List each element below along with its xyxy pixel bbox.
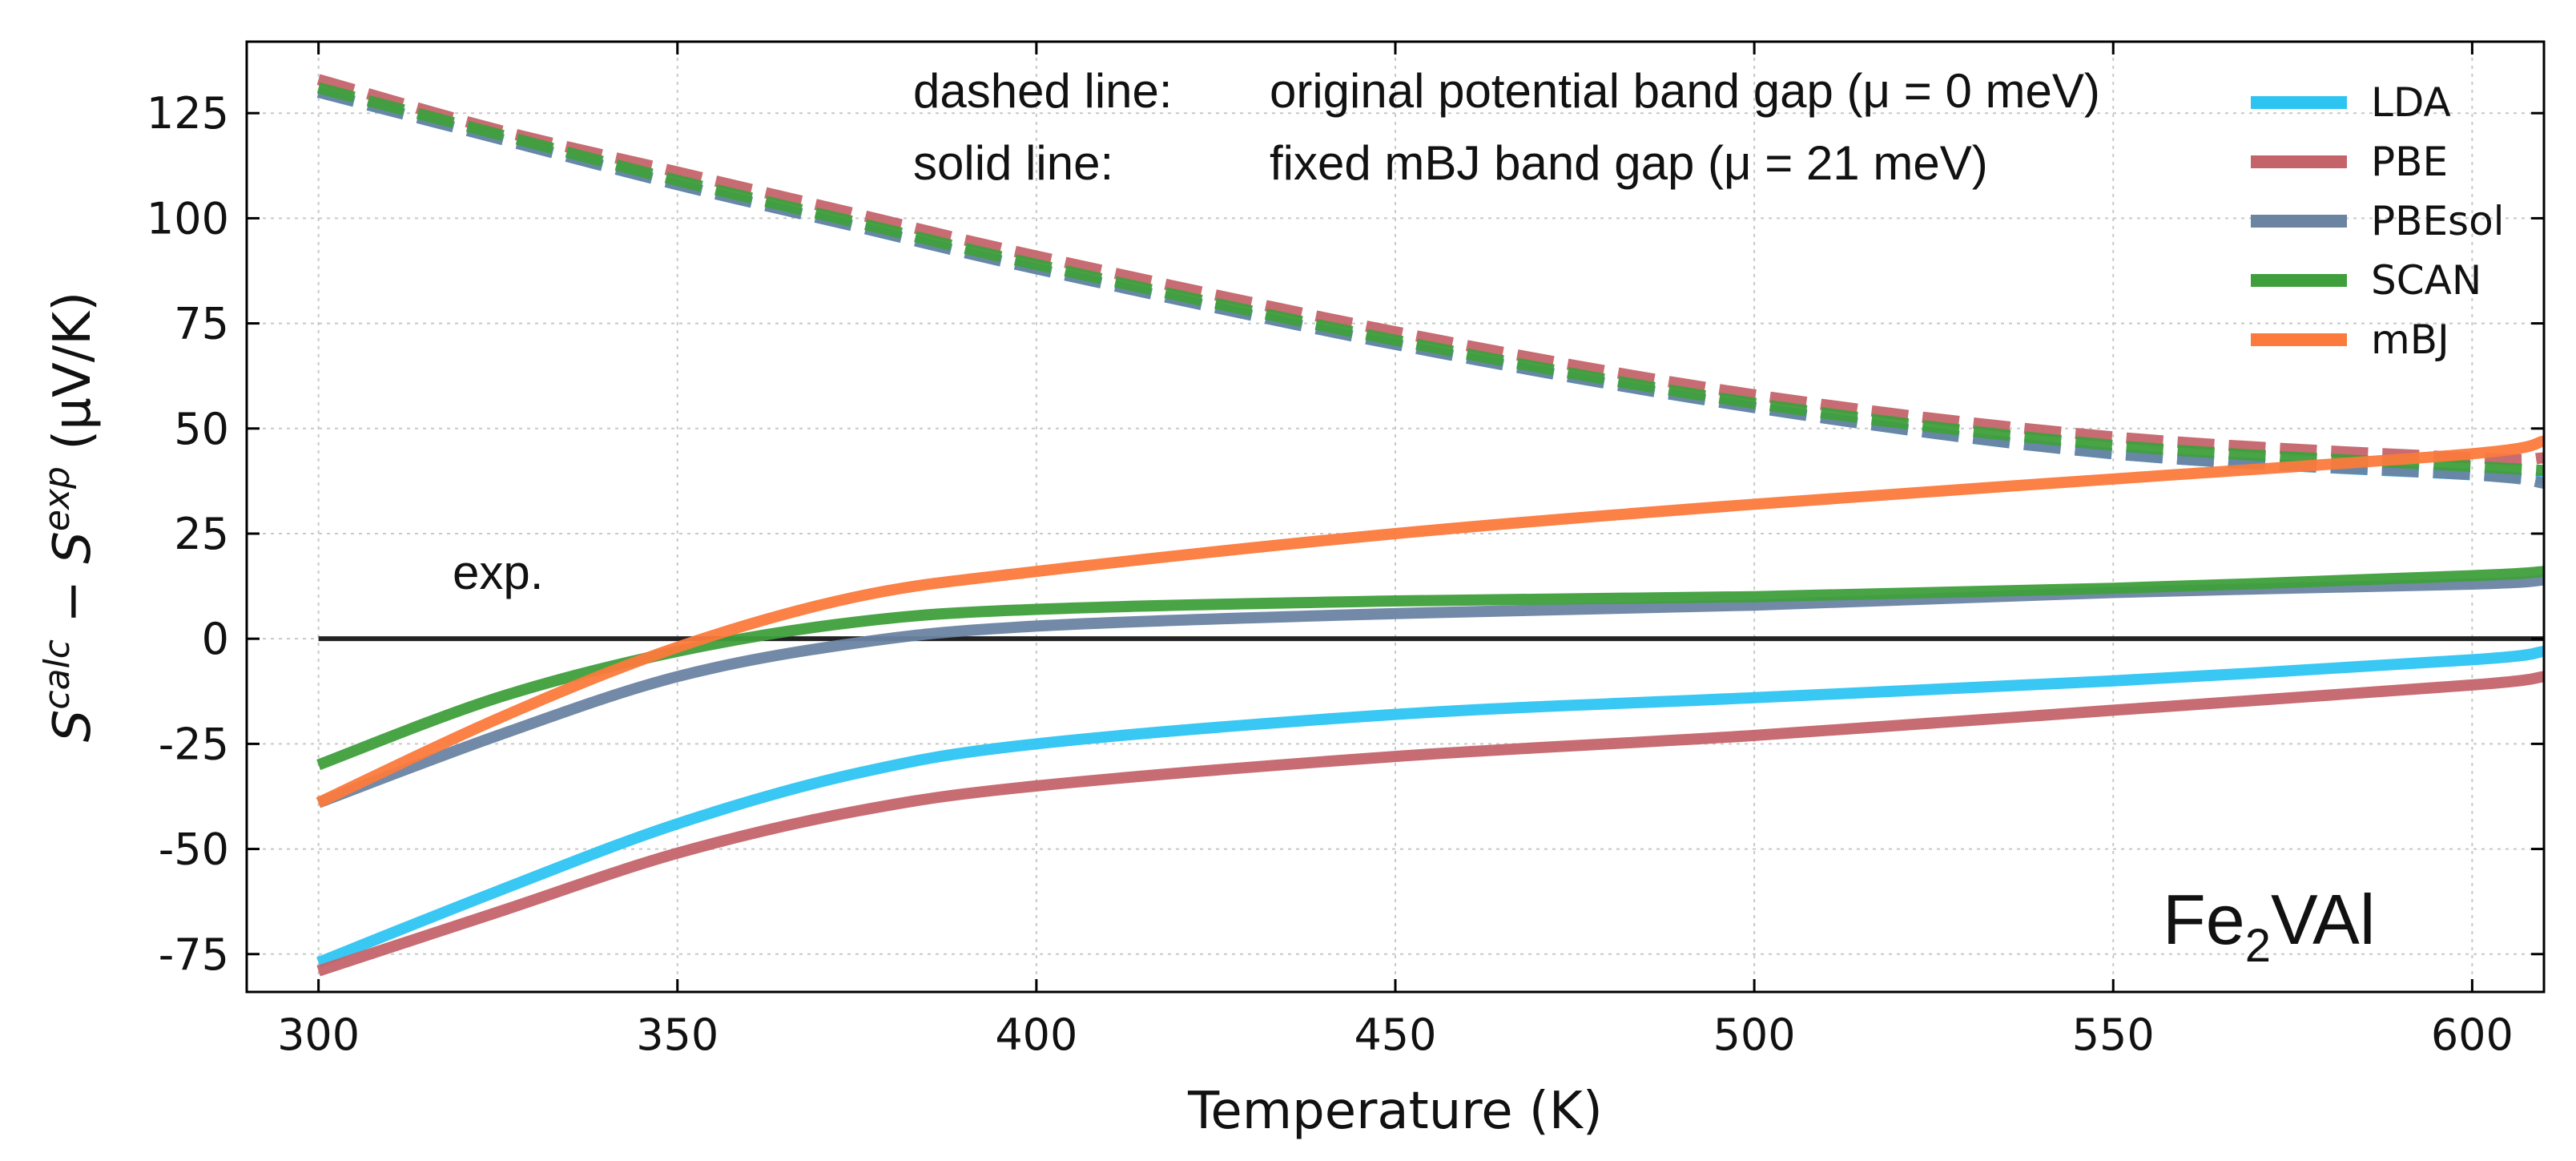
compound-label: Fe2VAl	[2163, 880, 2375, 972]
series-line-pbe	[316, 671, 2545, 977]
y-tick-label: 75	[174, 299, 229, 349]
y-title-s1: S	[43, 710, 103, 743]
series-line-lda	[316, 645, 2545, 968]
y-tick-label: -50	[159, 824, 229, 875]
legend-label-pbe: PBE	[2371, 139, 2448, 185]
series-line-scan	[316, 566, 2545, 771]
x-tick-label: 450	[1354, 1010, 1436, 1060]
x-axis-title: Temperature (K)	[1187, 1082, 1603, 1141]
y-axis-title: Scalc − Sexp (μV/K)	[37, 292, 103, 743]
compound-subscript: 2	[2245, 920, 2271, 972]
ticks: 300 350 400 450 500 550 600 -75 -50 -25 0 25 50 75 100…	[147, 42, 2544, 1060]
y-tick-label: 25	[174, 509, 229, 559]
y-tick-label: -75	[159, 929, 229, 980]
series-line-pbe-original	[316, 74, 2545, 466]
y-title-minus: −	[43, 564, 103, 639]
x-tick-label: 400	[995, 1010, 1077, 1060]
series-line-mbj	[316, 435, 2546, 808]
y-tick-label: 100	[147, 193, 229, 244]
y-tick-label: -25	[159, 719, 229, 769]
legend-label-scan: SCAN	[2371, 257, 2481, 304]
y-title-sup2: exp	[37, 466, 78, 531]
y-title-sup1: calc	[37, 639, 78, 710]
y-tick-label: 50	[174, 404, 229, 454]
x-tick-label: 550	[2072, 1010, 2155, 1060]
legend-label-lda: LDA	[2371, 79, 2451, 126]
y-tick-label: 0	[202, 614, 229, 664]
series-line-pbesol	[316, 574, 2545, 808]
y-title-s2: S	[43, 531, 103, 564]
solid-description: fixed mBJ band gap (μ = 21 meV)	[1270, 136, 1988, 190]
compound-end: VAl	[2271, 880, 2375, 959]
series-group	[316, 74, 2546, 977]
series-line-scan-original	[316, 82, 2545, 477]
dashed-key-label: dashed line:	[913, 64, 1173, 118]
x-tick-label: 350	[636, 1010, 718, 1060]
solid-key-label: solid line:	[913, 136, 1113, 190]
x-tick-label: 600	[2431, 1010, 2514, 1060]
y-title-units: (μV/K)	[43, 292, 103, 466]
exp-label: exp.	[453, 546, 543, 599]
y-tick-label: 125	[147, 88, 229, 139]
legend-label-pbesol: PBEsol	[2371, 198, 2505, 244]
dashed-description: original potential band gap (μ = 0 meV)	[1270, 64, 2100, 118]
compound-main: Fe	[2163, 880, 2245, 959]
legend-label-mbj: mBJ	[2371, 316, 2449, 363]
x-tick-label: 300	[277, 1010, 360, 1060]
annotations: dashed line: original potential band gap…	[453, 64, 2375, 972]
legend: LDA PBE PBEsol SCAN mBJ	[2251, 79, 2505, 363]
x-tick-label: 500	[1713, 1010, 1796, 1060]
